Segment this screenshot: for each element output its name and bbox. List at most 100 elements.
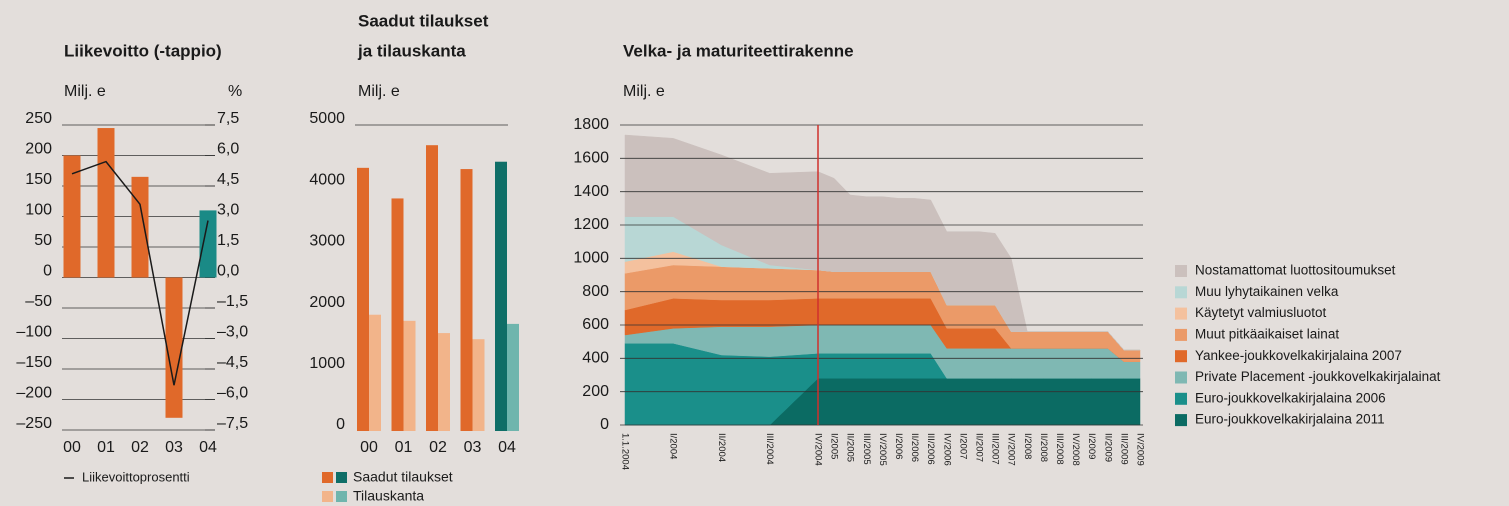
- x-tick-label: 00: [63, 439, 81, 456]
- x-tick-label: III/2007: [990, 433, 1001, 465]
- bar: [63, 155, 81, 278]
- legend-swatch: [322, 491, 333, 502]
- x-tick-label: III/2006: [925, 433, 936, 465]
- y-tick-label: 4000: [309, 171, 345, 188]
- y-tick-label: –150: [16, 354, 52, 371]
- y-tick-label: –200: [16, 385, 52, 402]
- x-tick-label: I/2007: [957, 433, 968, 459]
- legend-label: Tilauskanta: [353, 488, 424, 504]
- bar: [97, 128, 115, 278]
- x-tick-label: I/2009: [1086, 433, 1097, 459]
- x-tick-label: 04: [199, 439, 217, 456]
- y-tick-label: 200: [582, 383, 609, 400]
- x-tick-label: IV/2009: [1134, 433, 1145, 466]
- x-tick-label: 03: [464, 439, 482, 456]
- legend-swatch: [1175, 307, 1187, 320]
- y-axis-label: Milj. e: [358, 83, 400, 100]
- x-tick-label: III/2008: [1054, 433, 1065, 465]
- y2-tick-label: 1,5: [217, 232, 239, 249]
- x-tick-label: I/2004: [668, 433, 679, 459]
- y2-tick-label: –3,0: [217, 324, 248, 341]
- chart-title: ja tilauskanta: [357, 41, 466, 60]
- x-tick-label: II/2006: [909, 433, 920, 462]
- bar: [438, 333, 450, 431]
- legend-swatch: [1175, 350, 1187, 363]
- y-tick-label: –50: [25, 293, 52, 310]
- y-tick-label: –250: [16, 415, 52, 432]
- legend-label: Muu lyhytaikainen velka: [1195, 284, 1339, 299]
- x-tick-label: 01: [97, 439, 115, 456]
- bar: [199, 210, 217, 278]
- bar: [403, 320, 416, 431]
- bar: [357, 167, 369, 431]
- y-tick-label: 1800: [573, 116, 609, 133]
- x-tick-label: IV/2007: [1006, 433, 1017, 466]
- y-axis-label: Milj. e: [623, 83, 665, 100]
- y2-tick-label: –6,0: [217, 385, 248, 402]
- bar: [460, 169, 473, 431]
- x-tick-label: III/2005: [861, 433, 872, 465]
- chart-title: Saadut tilaukset: [358, 11, 489, 30]
- bar: [131, 176, 149, 278]
- y2-tick-label: 0,0: [217, 263, 239, 280]
- y2-tick-label: –4,5: [217, 354, 248, 371]
- x-tick-label: 00: [360, 439, 378, 456]
- y-tick-label: 1000: [573, 250, 609, 267]
- y-tick-label: 600: [582, 316, 609, 333]
- y2-tick-label: 6,0: [217, 141, 239, 158]
- y-axis-label: Milj. e: [64, 83, 106, 100]
- y-tick-label: 400: [582, 350, 609, 367]
- y-tick-label: 1400: [573, 183, 609, 200]
- y2-tick-label: –7,5: [217, 415, 248, 432]
- legend-swatch: [1175, 414, 1187, 427]
- x-tick-label: I/2005: [829, 433, 840, 459]
- y2-tick-label: –1,5: [217, 293, 248, 310]
- bar: [495, 161, 507, 431]
- y-tick-label: 150: [25, 171, 52, 188]
- x-tick-label: II/2005: [845, 433, 856, 462]
- bar: [426, 145, 438, 432]
- bar: [507, 323, 519, 431]
- x-tick-label: 04: [498, 439, 516, 456]
- y2-tick-label: 4,5: [217, 171, 239, 188]
- legend-swatch: [1175, 392, 1187, 405]
- bar: [472, 339, 485, 431]
- y2-tick-label: 7,5: [217, 110, 239, 127]
- x-tick-label: IV/2006: [941, 433, 952, 466]
- x-tick-label: II/2004: [716, 433, 727, 462]
- y2-tick-label: 3,0: [217, 202, 239, 219]
- bar: [391, 198, 404, 431]
- legend-swatch: [1175, 328, 1187, 341]
- y2-axis-label: %: [228, 83, 242, 100]
- legend-label: Private Placement -joukkovelkakirjalaina…: [1195, 369, 1441, 384]
- y-tick-label: 1000: [309, 355, 345, 372]
- x-tick-label: III/2009: [1118, 433, 1129, 465]
- chart-title: Liikevoitto (-tappio): [64, 41, 222, 60]
- y-tick-label: 5000: [309, 110, 345, 127]
- legend-label: Nostamattomat luottositoumukset: [1195, 263, 1396, 278]
- x-tick-label: I/2008: [1022, 433, 1033, 459]
- y-tick-label: 2000: [309, 294, 345, 311]
- legend-label: Käytetyt valmiusluotot: [1195, 305, 1327, 320]
- legend-label: Euro-joukkovelkakirjalaina 2011: [1195, 412, 1385, 427]
- bar: [369, 314, 381, 431]
- x-tick-label: 02: [429, 439, 447, 456]
- x-tick-label: 1.1.2004: [619, 433, 630, 470]
- legend-swatch: [336, 491, 347, 502]
- legend-label: Saadut tilaukset: [353, 469, 453, 485]
- y-tick-label: 3000: [309, 233, 345, 250]
- legend-label: Yankee-joukkovelkakirjalaina 2007: [1195, 348, 1402, 363]
- legend-swatch: [1175, 371, 1187, 384]
- x-tick-label: IV/2008: [1070, 433, 1081, 466]
- legend-label: Muut pitkäaikaiset lainat: [1195, 326, 1339, 341]
- bar: [165, 277, 183, 418]
- x-tick-label: IV/2004: [812, 433, 823, 466]
- y-tick-label: 0: [336, 416, 345, 433]
- y-tick-label: 50: [34, 232, 52, 249]
- legend-swatch: [1175, 265, 1187, 277]
- x-tick-label: 03: [165, 439, 183, 456]
- y-tick-label: 0: [600, 416, 609, 433]
- x-tick-label: II/2009: [1102, 433, 1113, 462]
